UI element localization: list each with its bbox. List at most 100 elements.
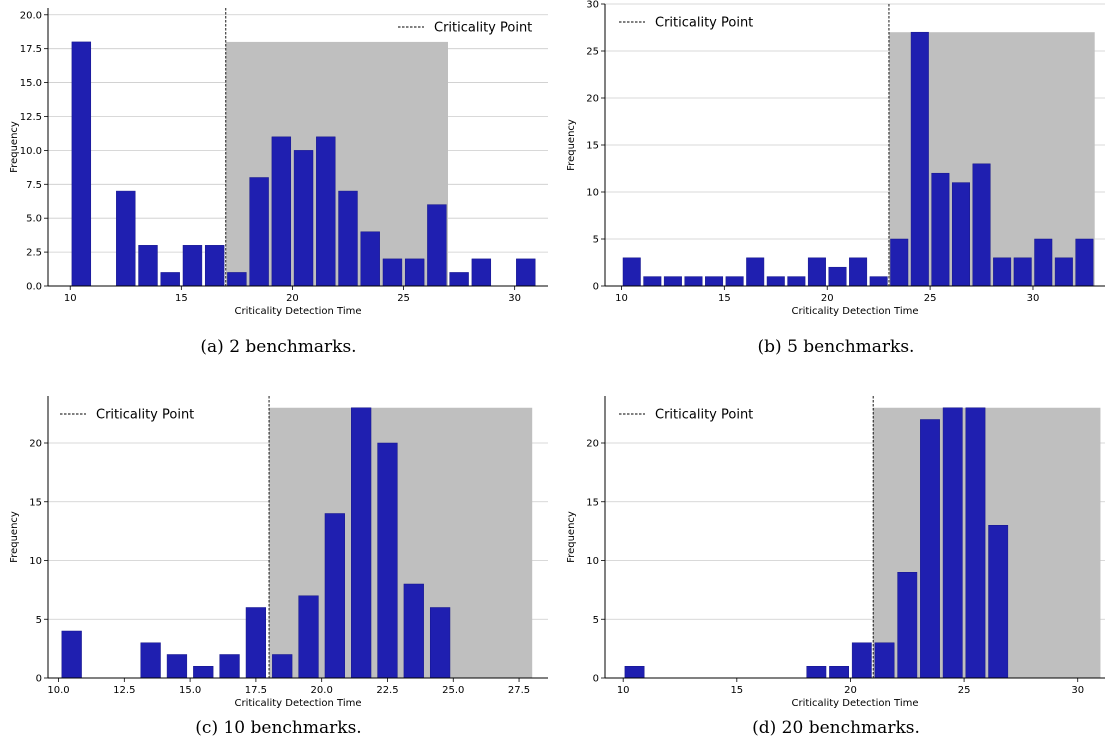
bar-b-0 (622, 257, 641, 287)
x-axis-label-d: Criticality Detection Time (791, 698, 918, 709)
x-tick-label-b-2: 20 (821, 293, 834, 304)
y-tick-label-c-4: 20 (29, 439, 42, 450)
y-axis-label-c: Frequency (9, 511, 20, 563)
bar-c-11 (403, 583, 424, 679)
x-tick-label-a-2: 20 (286, 293, 299, 304)
chart-panel-d: 0 5 10 15 20 10 15 20 25 30 Criticality Detection … (557, 376, 1115, 753)
bar-b-16 (951, 182, 970, 287)
x-tick-label-b-1: 15 (718, 293, 731, 304)
x-tick-label-d-1: 15 (730, 685, 743, 696)
y-tick-label-b-0: 0 (593, 282, 599, 293)
x-axis-label-a: Criticality Detection Time (234, 306, 361, 317)
bar-d-3 (851, 642, 872, 679)
bar-a-9 (293, 150, 314, 287)
bar-a-15 (427, 204, 447, 287)
bar-c-4 (219, 654, 240, 679)
y-tick-label-a-2: 5.0 (26, 214, 42, 225)
bar-a-14 (404, 258, 425, 287)
bar-b-4 (705, 276, 724, 287)
bar-b-1 (643, 276, 662, 287)
bar-a-8 (271, 136, 292, 287)
bar-b-10 (828, 266, 847, 287)
bar-c-2 (166, 654, 188, 679)
bar-d-4 (874, 642, 895, 679)
bar-c-10 (377, 442, 398, 679)
legend-label-d: Criticality Point (655, 408, 753, 423)
bar-b-9 (807, 257, 826, 287)
y-tick-label-a-8: 20.0 (20, 10, 42, 21)
chart-panel-b: 0 5 10 15 20 25 30 10 15 20 25 30 Criticality Detect… (557, 0, 1115, 376)
x-tick-label-a-0: 10 (64, 293, 77, 304)
y-tick-label-b-4: 20 (586, 94, 599, 105)
y-tick-label-a-0: 0.0 (26, 282, 42, 293)
y-tick-label-c-2: 10 (29, 556, 42, 567)
bar-a-2 (138, 245, 158, 287)
y-tick-label-b-2: 10 (586, 188, 599, 199)
bar-a-17 (471, 258, 492, 287)
bar-d-2 (829, 666, 850, 679)
bar-b-7 (766, 276, 785, 287)
y-tick-label-a-3: 7.5 (26, 180, 42, 191)
y-axis-label-a: Frequency (9, 121, 20, 173)
y-axis-label-b: Frequency (566, 119, 577, 171)
bar-b-15 (931, 172, 950, 287)
y-tick-label-a-1: 2.5 (26, 248, 42, 259)
x-tick-label-d-3: 25 (958, 685, 971, 696)
histogram-chart-d: 0 5 10 15 20 10 15 20 25 30 Criticality Detection … (566, 396, 1105, 709)
bar-b-3 (684, 276, 703, 287)
bar-b-18 (993, 257, 1012, 287)
x-tick-label-c-2: 15.0 (179, 685, 201, 696)
bar-a-4 (182, 245, 203, 287)
y-tick-label-a-4: 10.0 (20, 146, 42, 157)
y-tick-label-d-2: 10 (586, 556, 599, 567)
bar-a-10 (316, 136, 336, 287)
y-tick-label-d-4: 20 (586, 439, 599, 450)
y-axis-label-d: Frequency (566, 511, 577, 563)
bar-c-0 (61, 630, 82, 679)
bar-c-7 (298, 595, 319, 679)
bar-b-17 (972, 163, 991, 287)
x-tick-label-c-7: 27.5 (508, 685, 530, 696)
chart-panel-c: 0 5 10 15 20 10.0 12.5 15.0 17.5 20.0 22.5 25.0 27.5… (0, 376, 557, 753)
x-tick-label-a-1: 15 (175, 293, 188, 304)
bar-c-3 (193, 666, 214, 679)
bar-a-3 (160, 272, 180, 287)
bar-b-12 (869, 276, 888, 287)
x-tick-label-a-3: 25 (397, 293, 410, 304)
bar-a-7 (249, 177, 269, 287)
y-tick-label-d-0: 0 (593, 674, 599, 685)
bar-a-5 (204, 245, 225, 287)
bar-a-1 (116, 190, 136, 287)
caption-b: (b) 5 benchmarks. (757, 337, 915, 357)
y-tick-label-b-5: 25 (586, 47, 599, 58)
bar-c-6 (272, 654, 293, 679)
legend-label-c: Criticality Point (96, 408, 194, 423)
chart-panel-a: 0.0 2.5 5.0 7.5 10.0 12.5 15.0 17.5 20.0 10 15 20 25… (0, 0, 557, 376)
x-tick-label-d-4: 30 (1071, 685, 1084, 696)
x-tick-label-c-4: 20.0 (311, 685, 333, 696)
x-axis-label-c: Criticality Detection Time (234, 698, 361, 709)
y-tick-label-b-1: 5 (593, 235, 599, 246)
bar-b-8 (787, 276, 806, 287)
x-tick-label-c-5: 22.5 (376, 685, 398, 696)
y-tick-label-d-3: 15 (586, 497, 599, 508)
bar-b-21 (1054, 257, 1073, 287)
histogram-chart-a: 0.0 2.5 5.0 7.5 10.0 12.5 15.0 17.5 20.0 10 15 20 25… (9, 8, 548, 317)
bar-a-12 (360, 231, 380, 287)
bar-d-0 (624, 666, 645, 679)
bar-d-5 (897, 572, 918, 679)
bar-a-13 (382, 258, 403, 287)
legend-label-a: Criticality Point (434, 21, 532, 36)
x-tick-label-c-6: 25.0 (442, 685, 464, 696)
bar-d-1 (806, 666, 827, 679)
bar-c-12 (429, 607, 451, 679)
bar-a-11 (338, 190, 358, 287)
bar-a-0 (71, 41, 92, 287)
bar-c-5 (245, 607, 267, 679)
y-tick-label-d-1: 5 (593, 615, 599, 626)
bar-c-9 (351, 407, 372, 679)
x-tick-label-c-1: 12.5 (113, 685, 135, 696)
bar-d-8 (965, 407, 986, 679)
bar-a-18 (516, 258, 536, 287)
bar-d-6 (920, 419, 940, 679)
